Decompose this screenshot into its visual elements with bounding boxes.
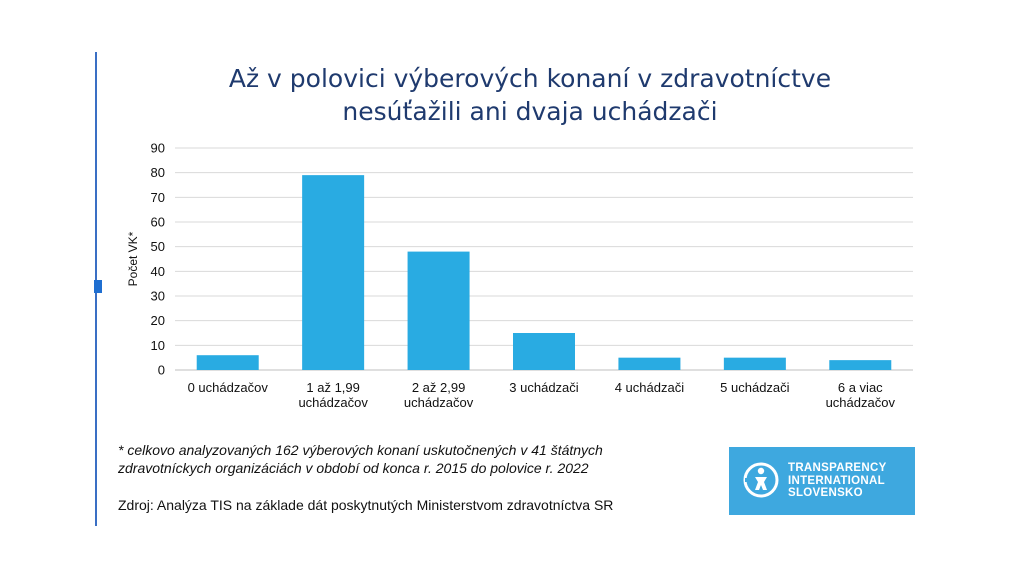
transparency-international-logo: TRANSPARENCY INTERNATIONAL SLOVENSKO <box>729 447 915 515</box>
footnote: * celkovo analyzovaných 162 výberových k… <box>118 441 603 477</box>
x-tick-label: 1 až 1,99 <box>306 380 360 395</box>
y-tick-label: 40 <box>151 264 165 279</box>
y-tick-label: 50 <box>151 239 165 254</box>
footnote-line2: zdravotníckych organizáciách v období od… <box>118 460 589 476</box>
x-tick-label: uchádzačov <box>298 395 368 410</box>
x-tick-label: 2 až 2,99 <box>412 380 466 395</box>
bar <box>196 355 259 370</box>
x-tick-label: 6 a viac <box>838 380 883 395</box>
x-tick-label: uchádzačov <box>826 395 896 410</box>
x-tick-label: 5 uchádzači <box>720 380 789 395</box>
source-text: Zdroj: Analýza TIS na základe dát poskyt… <box>118 497 614 513</box>
y-axis-label: Počet VK* <box>126 231 140 286</box>
slide-edge-handle[interactable] <box>94 280 102 293</box>
x-tick-label: 0 uchádzačov <box>188 380 269 395</box>
y-tick-label: 10 <box>151 338 165 353</box>
x-tick-label: 4 uchádzači <box>615 380 684 395</box>
y-tick-label: 90 <box>151 141 165 156</box>
bar <box>302 175 365 370</box>
bar <box>513 333 575 370</box>
footnote-line1: * celkovo analyzovaných 162 výberových k… <box>118 442 603 458</box>
bar <box>618 357 681 370</box>
x-tick-label: uchádzačov <box>404 395 474 410</box>
y-tick-label: 30 <box>151 289 165 304</box>
logo-line3: SLOVENSKO <box>788 487 863 499</box>
y-tick-label: 60 <box>151 215 165 230</box>
chart-title: Až v polovici výberových konaní v zdravo… <box>140 62 920 128</box>
x-tick-label: 3 uchádzači <box>509 380 578 395</box>
y-tick-label: 20 <box>151 313 165 328</box>
y-tick-label: 80 <box>151 165 165 180</box>
chart-title-line1: Až v polovici výberových konaní v zdravo… <box>228 64 832 93</box>
y-tick-label: 0 <box>158 363 165 378</box>
logo-line1: TRANSPARENCY <box>788 462 887 474</box>
y-tick-label: 70 <box>151 190 165 205</box>
logo-line2: INTERNATIONAL <box>788 474 885 487</box>
chart-title-line2: nesúťažili ani dvaja uchádzači <box>342 97 718 126</box>
bar <box>407 251 470 370</box>
ti-emblem-icon <box>743 462 779 498</box>
bar <box>723 357 786 370</box>
bar <box>829 360 892 370</box>
ti-logo-text: TRANSPARENCY INTERNATIONAL SLOVENSKO <box>788 462 887 500</box>
